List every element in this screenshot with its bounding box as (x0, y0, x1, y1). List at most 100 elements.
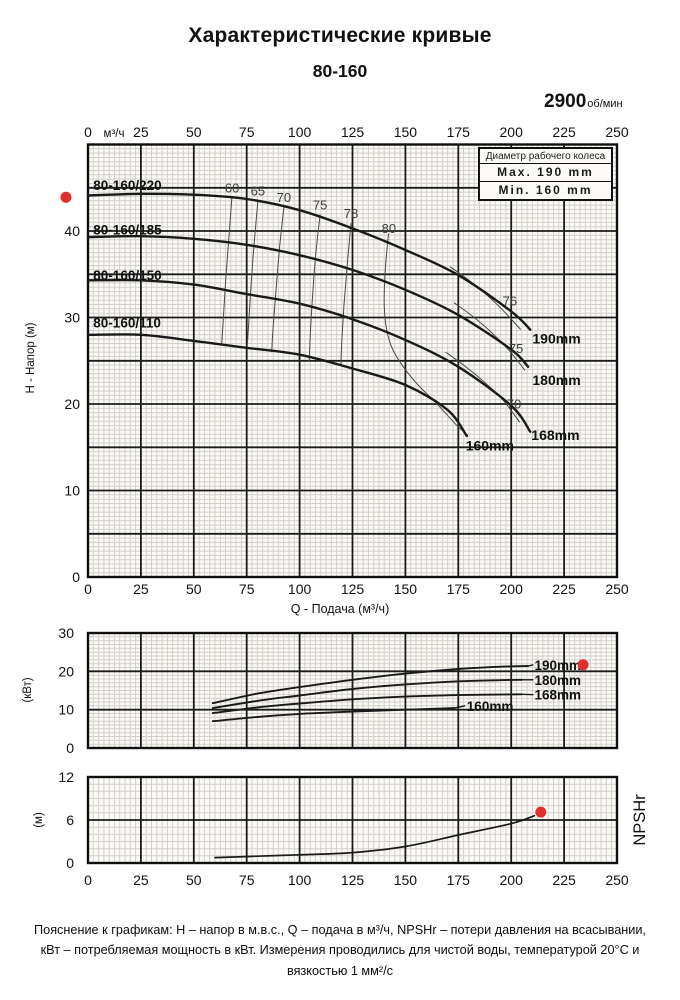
eff-line-78 (340, 223, 352, 365)
diameter-label: 168mm (531, 427, 579, 443)
efficiency-label: 75 (509, 341, 523, 356)
x-tick-label-top: 100 (288, 124, 312, 140)
grid-minor (88, 633, 617, 748)
x-tick-label: 50 (186, 872, 202, 888)
curve-NPSHr (214, 814, 536, 859)
x-tick-label-bottom: 125 (341, 581, 365, 597)
y-axis-title: (м) (33, 812, 45, 828)
x-tick-label-bottom: 0 (84, 581, 92, 597)
curve-168mm (211, 693, 523, 715)
x-tick-label-top: 175 (447, 124, 471, 140)
y-tick-label: 6 (66, 812, 74, 828)
legend-min-diameter: Min. 160 mm (480, 181, 611, 199)
efficiency-label: 75 (313, 198, 327, 213)
footnote-text: Пояснение к графикам: H – напор в м.в.с.… (34, 923, 646, 978)
npshr-chart: 0 25 50 75 100 125 150 175 200 225 250 0 6 12 (м) NPSHr (33, 769, 649, 888)
model-label: 80-160/220 (93, 178, 161, 193)
eff-line-60 (221, 197, 233, 345)
diameter-label: 180mm (535, 673, 582, 688)
x-tick-label: 75 (239, 872, 255, 888)
diameter-label: 180mm (532, 372, 580, 388)
x-tick-label: 225 (552, 872, 576, 888)
x-tick-label: 200 (500, 872, 524, 888)
plot-border (86, 631, 619, 750)
y-tick-label: 30 (64, 310, 80, 326)
legend-header: Диаметр рабочего колеса (485, 151, 606, 162)
model-label: 80-160/185 (93, 222, 162, 237)
x-tick-label-top: 225 (552, 124, 576, 140)
red-dot-marker (577, 659, 589, 671)
rpm-value: 2900 (544, 91, 587, 112)
efficiency-label: 78 (344, 206, 358, 221)
x-tick-label: 250 (605, 872, 629, 888)
eff-line-65 (246, 200, 259, 348)
y-tick-label: 0 (66, 855, 74, 871)
model-label: 80-160/110 (93, 316, 161, 331)
red-dot-marker (535, 806, 547, 818)
curve-180mm (211, 678, 523, 710)
impeller-diameter-legend: Диаметр рабочего колеса Max. 190 mm Min.… (478, 147, 613, 201)
x-tick-label: 125 (341, 872, 365, 888)
x-tick-label: 0 (84, 872, 92, 888)
x-tick-label: 100 (288, 872, 312, 888)
curve-180mm (86, 234, 530, 368)
model-label: 80-160/150 (93, 268, 161, 283)
x-tick-label-bottom: 50 (186, 581, 202, 597)
efficiency-label: 70 (277, 190, 291, 205)
eff-line-70 (271, 206, 285, 353)
y-tick-label: 20 (58, 663, 74, 679)
y-tick-label: 10 (58, 702, 74, 718)
curve-160mm (86, 333, 468, 438)
y-axis-title: H - Напор (м) (25, 322, 37, 393)
efficiency-label: 70 (507, 397, 521, 412)
y-tick-label: 30 (58, 625, 74, 641)
efficiency-lines (221, 197, 526, 436)
x-tick-label-top: 125 (341, 124, 365, 140)
y-axis-title: (кВт) (22, 677, 34, 702)
label-leader-line (527, 664, 534, 667)
efficiency-label: 65 (251, 184, 265, 199)
plot-border (86, 143, 619, 579)
legend-max-diameter: Max. 190 mm (480, 163, 611, 181)
page-title: Характеристические кривые (188, 24, 492, 47)
rpm-label: 2900 об/мин (544, 91, 623, 113)
label-leader-line (453, 705, 466, 709)
x-axis-unit-label: м³/ч (104, 128, 125, 140)
diameter-label: 160mm (467, 699, 514, 714)
x-tick-label: 25 (133, 872, 149, 888)
plot-border (86, 775, 619, 865)
efficiency-label: 60 (225, 180, 239, 195)
x-tick-label-top: 0 (84, 124, 92, 140)
y-tick-label: 10 (64, 483, 80, 499)
eff-line-80 (383, 233, 469, 436)
x-tick-label-bottom: 25 (133, 581, 149, 597)
diameter-label: 190mm (535, 658, 582, 673)
x-tick-label-top: 150 (394, 124, 418, 140)
x-tick-label: 150 (394, 872, 418, 888)
red-dot-marker (60, 191, 72, 203)
x-tick-label-top: 25 (133, 124, 149, 140)
diameter-label: 160mm (466, 438, 514, 454)
y-tick-label: 0 (72, 569, 80, 585)
x-tick-label-bottom: 150 (394, 581, 418, 597)
x-axis-title: Q - Подача (м³/ч) (291, 602, 389, 616)
hq-chart: 80-160/220 80-160/185 80-160/150 80-160/110… (25, 124, 629, 616)
x-tick-label-bottom: 175 (447, 581, 471, 597)
curve-190mm (211, 665, 530, 705)
curve-190mm (86, 192, 532, 331)
y-tick-label: 12 (58, 769, 74, 785)
x-tick-label-top: 250 (605, 124, 629, 140)
x-tick-label: 175 (447, 872, 471, 888)
rpm-unit: об/мин (587, 98, 623, 110)
diameter-label: 168mm (535, 688, 582, 703)
x-tick-label-top: 75 (239, 124, 255, 140)
eff-line-76 (449, 266, 522, 330)
curve-160mm (211, 707, 456, 723)
npshr-axis-title: NPSHr (631, 794, 649, 846)
y-tick-label: 40 (64, 223, 80, 239)
x-tick-label-bottom: 200 (500, 581, 524, 597)
diameter-label: 190mm (532, 330, 580, 346)
efficiency-label: 76 (503, 294, 517, 309)
